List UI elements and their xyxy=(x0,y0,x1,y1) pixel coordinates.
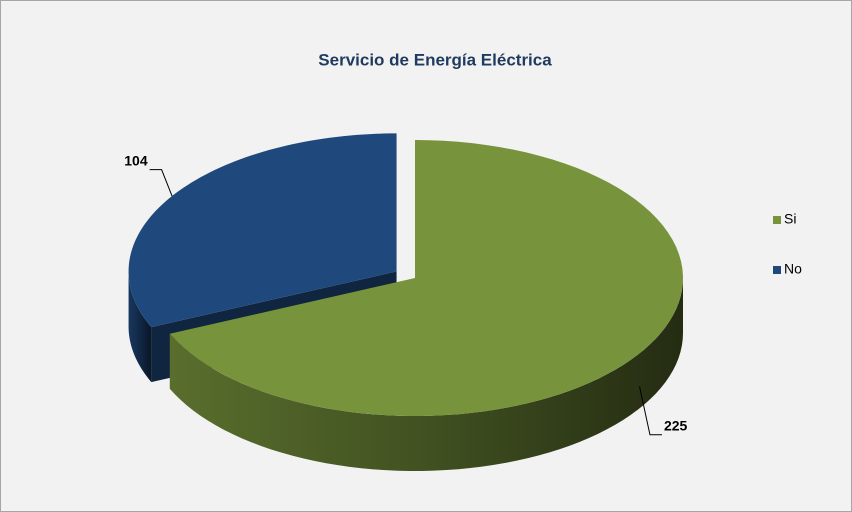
leader-line xyxy=(639,386,662,436)
pie-slice xyxy=(169,140,683,416)
chart-title: Servicio de Energía Eléctrica xyxy=(318,50,552,69)
legend-swatch xyxy=(773,216,781,224)
data-label: 104 xyxy=(124,152,148,168)
slice-side xyxy=(169,278,683,471)
pie-slice xyxy=(128,133,397,328)
legend-label: Si xyxy=(784,211,796,227)
data-label: 225 xyxy=(664,417,688,433)
slice-side xyxy=(128,271,152,383)
legend-label: No xyxy=(784,261,802,277)
legend-swatch xyxy=(773,266,781,274)
leader-line xyxy=(149,169,173,197)
